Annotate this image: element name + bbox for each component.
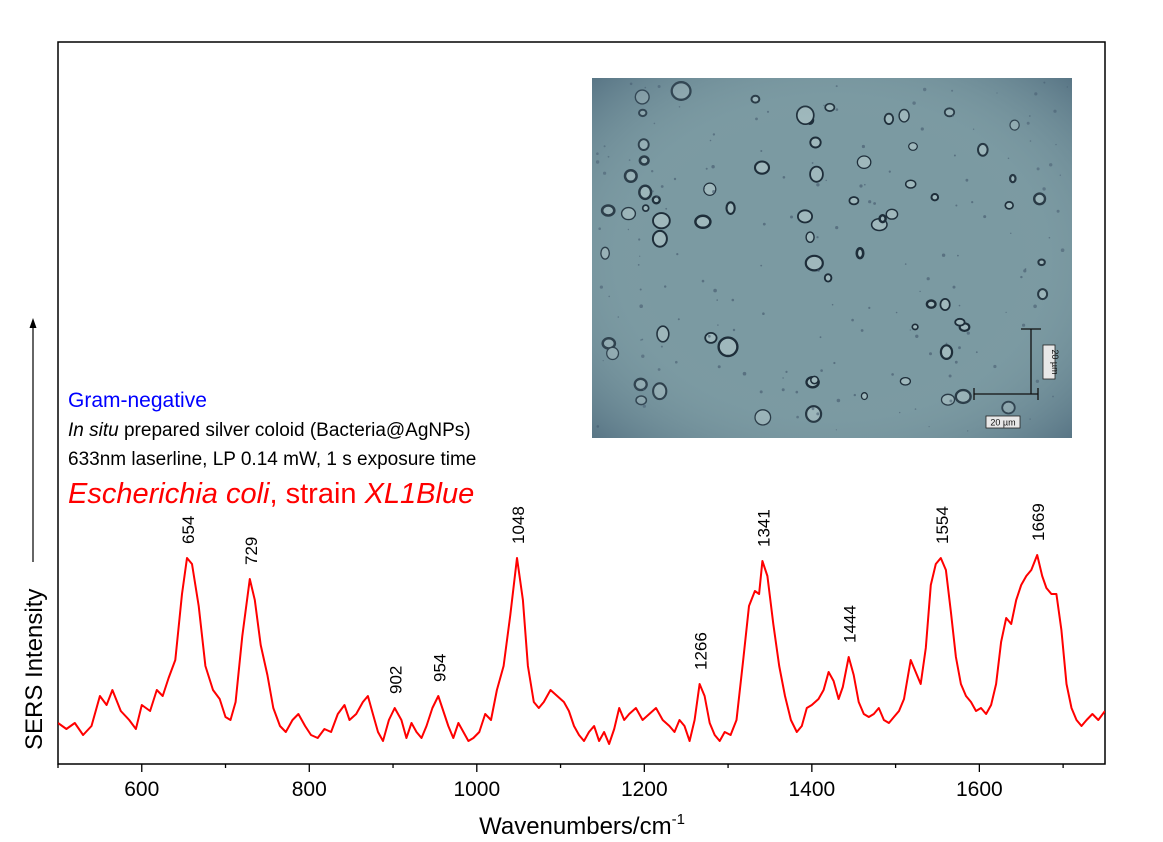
scale-bar-h-label-box	[985, 415, 1021, 429]
y-axis-title-group: SERS Intensity	[21, 318, 48, 750]
x-tick-label: 1600	[956, 778, 1003, 801]
scale-bar-v-label: 20 µm	[1050, 349, 1060, 374]
scale-bar	[973, 328, 1041, 400]
scale-bar-h-label: 20 µm	[990, 418, 1015, 428]
y-axis-arrow-head	[29, 318, 37, 328]
spectrum-line	[58, 554, 1105, 745]
micrograph-vignette	[592, 78, 1072, 438]
organism-label: Escherichia coli, strain XL1Blue	[68, 478, 474, 510]
laser-label: 633nm laserline, LP 0.14 mW, 1 s exposur…	[68, 449, 476, 470]
peak-label: 902	[387, 666, 406, 694]
peak-label: 1341	[754, 509, 773, 547]
x-axis-title-sup: -1	[672, 811, 685, 828]
x-tick-label: 600	[124, 778, 159, 801]
prep-label: In situ prepared silver coloid (Bacteria…	[68, 420, 471, 441]
strain-name: XL1Blue	[364, 478, 475, 510]
peak-label: 954	[430, 654, 449, 682]
x-tick-label: 1000	[453, 778, 500, 801]
peak-label: 729	[242, 537, 261, 565]
x-tick-label: 800	[292, 778, 327, 801]
x-tick-label: 1200	[621, 778, 668, 801]
prep-label-italic: In situ	[68, 420, 119, 441]
x-axis: 600 800 1000 1200 1400 1600	[57, 764, 1064, 801]
organism-name: Escherichia coli	[68, 478, 271, 510]
peak-label: 1669	[1029, 503, 1048, 541]
peak-label: 1444	[841, 605, 860, 643]
x-tick-label: 1400	[788, 778, 835, 801]
gram-label: Gram-negative	[68, 389, 207, 412]
prep-label-rest: prepared silver coloid (Bacteria@AgNPs)	[119, 420, 471, 441]
peak-labels: 654 729 902 954 1048 1266 1341 1444 1554 1669	[179, 503, 1048, 694]
organism-mid: , strain	[269, 478, 364, 510]
peak-label: 1266	[692, 632, 711, 670]
peak-label: 1048	[509, 506, 528, 544]
x-axis-title: Wavenumbers/cm-1	[479, 811, 685, 840]
y-axis-title: SERS Intensity	[21, 589, 48, 750]
scale-bar-v-label-box	[1042, 344, 1056, 380]
peak-label: 1554	[933, 506, 952, 544]
x-axis-title-text: Wavenumbers/cm	[479, 813, 672, 840]
peak-label: 654	[179, 516, 198, 544]
micrograph-inset: 20 µm 20 µm	[592, 78, 1072, 438]
